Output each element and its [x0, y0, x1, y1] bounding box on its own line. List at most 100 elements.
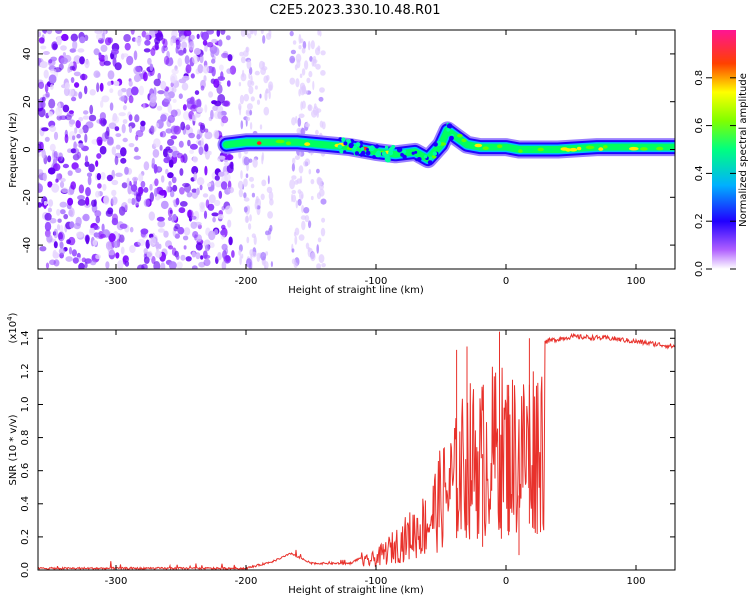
heatmap-cell [267, 175, 270, 185]
heatmap-cell [388, 150, 394, 156]
heatmap-cell [43, 69, 49, 79]
heatmap-cell [128, 143, 135, 148]
heatmap-cell [41, 149, 46, 159]
heatmap-cell [446, 128, 451, 132]
heatmap-cell [318, 254, 325, 264]
heatmap-cell [168, 180, 172, 187]
heatmap-cell [312, 80, 315, 91]
heatmap-cell [203, 75, 207, 82]
heatmap-cell [292, 40, 297, 45]
heatmap-cell [140, 120, 146, 127]
heatmap-cell [226, 154, 234, 161]
heatmap-cell [77, 199, 86, 206]
heatmap-cell [297, 189, 302, 194]
heatmap-cell [52, 43, 58, 50]
heatmap-cell [96, 173, 102, 181]
heatmap-cell [205, 199, 210, 209]
heatmap-cell [180, 254, 186, 261]
heatmap-cell [243, 178, 248, 187]
heatmap-cell [115, 133, 122, 138]
heatmap-cell [96, 33, 103, 41]
heatmap-cell [354, 151, 360, 156]
heatmap-cell [59, 201, 68, 208]
heatmap-hotspot [482, 146, 489, 150]
heatmap-cell [320, 50, 326, 56]
heatmap-cell [122, 255, 129, 263]
heatmap-cell [143, 71, 148, 82]
heatmap-cell [43, 30, 47, 35]
heatmap-cell [243, 156, 250, 166]
heatmap-cell [396, 147, 403, 153]
heatmap-cell [60, 187, 69, 194]
heatmap-cell [153, 261, 161, 269]
heatmap-cell [168, 261, 177, 269]
heatmap-cell [78, 128, 84, 134]
heatmap-cell [114, 126, 120, 132]
heatmap-cell [217, 252, 222, 261]
heatmap-cell [48, 199, 54, 207]
heatmap-cell [199, 54, 204, 64]
heatmap-cell [291, 175, 297, 180]
heatmap-cell [88, 114, 97, 122]
heatmap-cell [298, 45, 302, 50]
heatmap-cell [291, 248, 295, 253]
heatmap-cell [239, 94, 244, 105]
heatmap-cell [84, 155, 89, 163]
heatmap-cell [70, 33, 79, 42]
heatmap-cell [63, 87, 70, 97]
heatmap-cell [113, 80, 120, 87]
heatmap-cell [143, 248, 148, 255]
heatmap-cell [298, 88, 301, 97]
heatmap-cell [220, 30, 226, 35]
snr-frame [37, 329, 676, 571]
heatmap-cell [84, 85, 88, 95]
heatmap-cell [87, 175, 92, 186]
heatmap-cell [208, 194, 216, 204]
heatmap-cell [64, 82, 71, 90]
heatmap-cell [96, 82, 100, 93]
heatmap-cell [179, 187, 185, 195]
heatmap-cell [298, 165, 304, 174]
heatmap-cell [216, 105, 224, 114]
heatmap-hotspot [537, 147, 544, 152]
heatmap-cell [414, 150, 418, 154]
heatmap-cell [214, 180, 222, 188]
y-tick-label: 0.0 [20, 562, 31, 578]
heatmap-cell [38, 31, 42, 37]
heatmap-cell [85, 196, 90, 206]
heatmap-cell [316, 168, 320, 174]
colorbar-tick-label: 0.6 [694, 118, 705, 134]
heatmap-cell [138, 186, 144, 195]
heatmap-cell [38, 143, 42, 153]
heatmap-cell [111, 196, 118, 206]
heatmap-cell [49, 143, 56, 152]
heatmap-cell [210, 109, 214, 120]
heatmap-cell [100, 172, 106, 180]
heatmap-hotspot [576, 146, 582, 151]
heatmap-cell [89, 227, 95, 234]
heatmap-cell [203, 210, 208, 219]
heatmap-cell [238, 82, 242, 87]
heatmap-cell [175, 197, 180, 206]
heatmap-cell [93, 225, 100, 230]
heatmap-cell [133, 155, 141, 160]
heatmap-cell [307, 40, 311, 51]
heatmap-cell [204, 244, 210, 252]
heatmap-cell [77, 195, 85, 201]
snr-x-axis: -300 -200 -100 0 100 [105, 330, 646, 587]
heatmap-cell [101, 95, 110, 103]
heatmap-cell [111, 146, 117, 155]
heatmap-cell [168, 245, 174, 250]
heatmap-cell [38, 107, 46, 118]
heatmap-cell [297, 117, 302, 127]
heatmap-cell [40, 101, 46, 109]
heatmap-cell [217, 76, 226, 81]
heatmap-cell [129, 245, 136, 253]
heatmap-cell [143, 161, 150, 171]
heatmap-hotspot [497, 144, 503, 149]
heatmap-hotspot [602, 145, 608, 149]
heatmap-cell [104, 37, 112, 46]
heatmap-cell [337, 144, 343, 149]
heatmap-cell [254, 70, 260, 76]
heatmap-cell [178, 49, 185, 56]
